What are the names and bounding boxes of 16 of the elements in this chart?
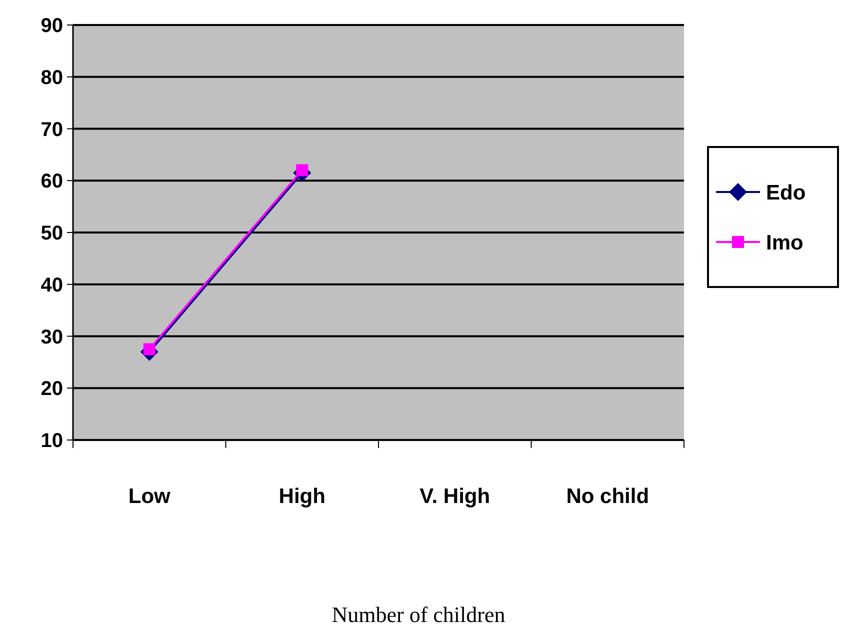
x-tick-label: High <box>278 485 326 508</box>
y-tick-label: 30 <box>40 326 63 348</box>
legend-label: Edo <box>766 181 806 204</box>
y-tick-label: 80 <box>40 66 63 89</box>
x-axis-title: Number of children <box>332 602 506 627</box>
x-tick-label: No child <box>566 485 650 508</box>
legend-label: Imo <box>766 231 804 254</box>
x-tick-label: V. High <box>420 485 490 508</box>
y-tick-label: 90 <box>40 15 63 37</box>
y-tick-label: 60 <box>40 170 63 193</box>
y-tick-label: 20 <box>40 378 63 400</box>
y-tick-label: 70 <box>40 118 63 141</box>
y-tick-label: 50 <box>40 222 63 244</box>
y-tick-label: 40 <box>40 274 63 296</box>
x-tick-label: Low <box>128 485 172 508</box>
y-tick-label: 10 <box>40 430 63 452</box>
